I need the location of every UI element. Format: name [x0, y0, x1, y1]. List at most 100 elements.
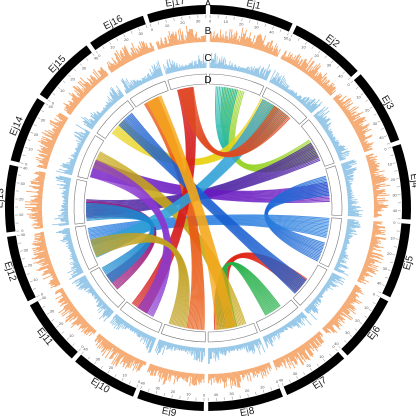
track-c-bar — [85, 132, 89, 136]
track-c-bar — [324, 127, 329, 131]
track-c-bar — [344, 176, 354, 179]
track-b-bar — [35, 220, 43, 222]
track-c-bar — [276, 329, 281, 336]
track-b-bar — [40, 139, 55, 146]
track-b-bar — [246, 37, 249, 47]
track-c-bar — [109, 91, 118, 102]
tick-mark — [376, 295, 380, 297]
track-b-bar — [201, 36, 203, 43]
track-c-bar — [285, 85, 290, 92]
track-b-bar — [369, 244, 384, 249]
tick-label: 20 — [109, 365, 114, 370]
track-c-bar — [272, 331, 276, 337]
track-b-bar — [47, 266, 53, 269]
track-b-bar — [49, 279, 59, 285]
track-b-bar — [59, 299, 70, 307]
track-b-bar — [41, 140, 55, 147]
track-b-bar — [324, 85, 329, 91]
track-b-bar — [34, 232, 44, 235]
track-b-bar — [373, 197, 377, 199]
track-c-bar — [346, 228, 352, 231]
track-c-bar — [347, 207, 356, 209]
track-b-bar — [282, 56, 286, 61]
track-c-bar — [132, 80, 138, 88]
track-c-bar — [102, 304, 107, 309]
track-b-bar — [39, 257, 50, 262]
track-b-bar — [185, 372, 188, 382]
track-c-bar — [77, 147, 82, 150]
track-c-bar — [123, 85, 130, 93]
track-c-bar — [338, 256, 345, 260]
track-c-bar — [289, 90, 293, 95]
track-b-bar — [335, 99, 339, 103]
track-b-bar — [371, 238, 377, 241]
track-b-bar — [168, 369, 171, 374]
track-c-bar — [338, 154, 342, 157]
track-c-bar — [107, 99, 114, 106]
track-b-bar — [81, 323, 90, 333]
track-b-bar — [143, 361, 146, 365]
track-c-bar — [107, 96, 115, 105]
tick-mark — [149, 23, 152, 27]
track-b-bar — [57, 113, 68, 121]
track-b-bar — [110, 62, 116, 71]
track-b-bar — [327, 86, 335, 94]
chromosome-label-ej8: Ej8 — [239, 406, 256, 416]
track-b-bar — [59, 112, 69, 119]
track-c-bar — [101, 110, 105, 115]
track-b-bar — [120, 60, 124, 66]
tick-label: 20 — [171, 389, 176, 394]
track-c-bar — [188, 63, 191, 70]
track-b-bar — [93, 76, 100, 84]
track-b-bar — [66, 109, 72, 114]
track-b-bar — [159, 367, 162, 374]
track-c-bar — [67, 240, 73, 243]
track-c-bar — [322, 287, 328, 292]
track-b-bar — [66, 103, 75, 111]
track-b-bar — [36, 205, 43, 207]
track-c-bar — [136, 79, 141, 86]
track-c-bar — [307, 306, 312, 311]
track-d-segment-ej14 — [77, 135, 105, 180]
track-b-bar — [49, 119, 64, 128]
track-c-bar — [192, 65, 195, 69]
track-c-bar — [219, 347, 222, 355]
track-b-bar — [315, 333, 324, 344]
track-c-bar — [70, 159, 77, 162]
track-b-bar — [45, 138, 56, 144]
track-c-bar — [347, 212, 359, 214]
track-c-bar — [304, 308, 310, 314]
track-b-bar — [150, 42, 154, 52]
track-b-bar — [52, 275, 57, 279]
track-b-bar — [246, 369, 250, 376]
track-c-bar — [347, 205, 356, 207]
track-b-bar — [149, 364, 155, 376]
track-c-bar — [194, 60, 196, 69]
track-c-bar — [109, 92, 118, 102]
track-c-bar — [133, 83, 137, 89]
track-c-bar — [281, 85, 285, 90]
track-b-bar — [121, 58, 126, 65]
track-b-bar — [362, 267, 375, 273]
track-b-bar — [203, 35, 205, 43]
track-b-bar — [259, 365, 263, 372]
track-c-bar — [330, 274, 340, 280]
track-c-bar — [334, 145, 343, 150]
track-c-bar — [247, 341, 252, 351]
track-b-bar — [53, 276, 58, 280]
track-b-bar — [42, 163, 48, 166]
track-b-bar — [161, 367, 165, 374]
track-b-bar — [249, 41, 252, 48]
track-b-bar — [316, 333, 325, 343]
track-b-bar — [188, 31, 191, 44]
track-b-bar — [157, 366, 160, 371]
tick-mark — [360, 93, 364, 96]
track-c-bar — [236, 344, 239, 351]
track-b-bar — [298, 347, 307, 360]
track-b-bar — [332, 94, 338, 100]
track-c-bar — [107, 310, 113, 317]
track-c-bar — [173, 343, 176, 348]
track-b-bar — [174, 370, 177, 377]
track-c-bar — [294, 317, 300, 324]
track-b-bar — [76, 93, 84, 100]
